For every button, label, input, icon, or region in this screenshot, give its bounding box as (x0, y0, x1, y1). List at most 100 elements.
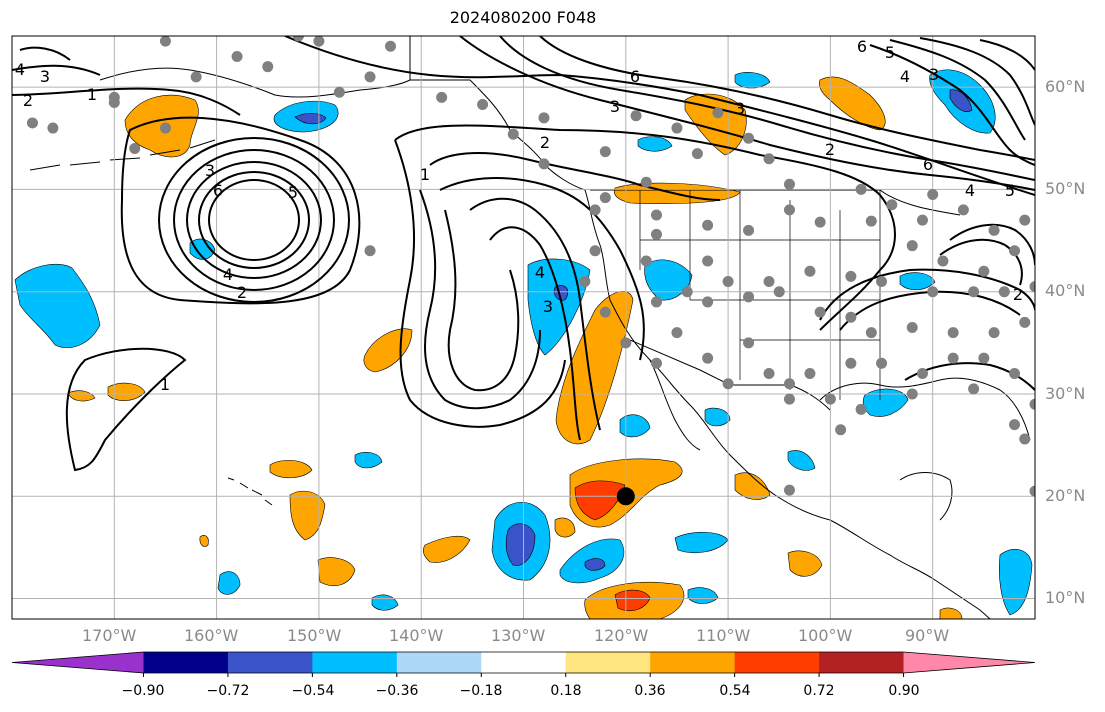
contour-label: 2 (23, 91, 33, 110)
longitude-label: 160°W (184, 626, 239, 645)
station-dot (702, 219, 714, 231)
station-dot (691, 148, 703, 160)
station-dot (630, 110, 642, 122)
station-dot (1029, 281, 1035, 293)
anomaly-positive-region (107, 382, 146, 401)
station-dot (364, 71, 376, 83)
contour-label: 4 (535, 263, 545, 282)
contour-line (284, 36, 1035, 196)
anomaly-negative-region (217, 571, 241, 595)
station-dot (743, 132, 755, 144)
anomaly-positive-region (67, 390, 96, 402)
anomaly-positive-core (614, 589, 651, 611)
station-dot (988, 224, 1000, 236)
station-dot (845, 270, 857, 282)
station-dot (876, 357, 888, 369)
contour-line (499, 36, 1035, 181)
contour-label: 2 (825, 140, 835, 159)
colorbar-tick-label: −0.54 (291, 683, 335, 699)
contour-line (939, 238, 1023, 286)
station-dot (108, 91, 120, 103)
colorbar-segment (227, 652, 313, 673)
station-dot (783, 178, 795, 190)
contour-label: 5 (885, 43, 895, 62)
station-dot (589, 204, 601, 216)
contour-label: 5 (288, 183, 298, 202)
anomaly-positive-region (939, 607, 963, 619)
colorbar-segment (819, 652, 905, 673)
colorbar-tick-label: 0.54 (719, 683, 751, 699)
station-dot (385, 40, 397, 52)
station-dot (743, 291, 755, 303)
station-dot (1019, 214, 1031, 226)
station-dot (650, 296, 662, 308)
latitude-label: 40°N (1045, 281, 1086, 300)
contour-label: 3 (543, 297, 553, 316)
station-dot (743, 337, 755, 349)
contour-line (869, 44, 1035, 166)
station-dot (855, 183, 867, 195)
contour-line (429, 152, 721, 201)
contour-label: 4 (15, 60, 25, 79)
longitude-label: 110°W (696, 626, 751, 645)
station-dot (835, 424, 847, 436)
station-dot (1029, 398, 1035, 410)
us-canada-border (590, 189, 961, 216)
colorbar-extend-max (903, 652, 1035, 673)
station-dot (906, 240, 918, 252)
station-dot (47, 122, 59, 134)
station-dot (702, 352, 714, 364)
station-dot (927, 189, 939, 201)
contour-line (65, 347, 187, 472)
station-dot (804, 368, 816, 380)
longitude-label: 170°W (82, 626, 137, 645)
station-dot (947, 352, 959, 364)
colorbar-segment (734, 652, 820, 673)
anomaly-positive-region (199, 535, 209, 547)
colorbar-extend-min (12, 652, 144, 673)
contour-line (19, 46, 71, 61)
anomaly-negative-region (734, 72, 771, 89)
contour-line (469, 197, 601, 431)
longitude-label: 100°W (798, 626, 853, 645)
contour-label: 3 (735, 99, 745, 118)
anomaly-negative-region (189, 238, 216, 260)
alaska-coastline (99, 67, 411, 98)
colorbar-tick-label: −0.36 (375, 683, 419, 699)
latitude-label: 60°N (1045, 77, 1086, 96)
colorbar (11, 651, 1036, 677)
gulf-of-mexico-coastline (819, 377, 1031, 441)
anomaly-negative-region (787, 450, 816, 471)
station-dot (292, 36, 304, 42)
colorbar-tick-label: −0.72 (206, 683, 250, 699)
station-dot (763, 153, 775, 165)
yucatan-coastline (899, 472, 953, 521)
station-dot (599, 306, 611, 318)
contour-line (539, 36, 1035, 161)
station-dot (190, 71, 202, 83)
anomaly-negative-region (687, 587, 719, 604)
contour-label: 1 (87, 85, 97, 104)
longitude-label: 120°W (594, 626, 649, 645)
station-dot (477, 99, 489, 111)
gridlines (12, 36, 1035, 619)
station-dot (640, 255, 652, 267)
station-dot (916, 214, 928, 226)
station-dot (1029, 485, 1035, 497)
contour-label: 4 (900, 67, 910, 86)
anomaly-positive-region (684, 93, 747, 156)
station-dot (722, 275, 734, 287)
station-dot (988, 327, 1000, 339)
station-dot (620, 337, 632, 349)
latitude-label: 30°N (1045, 384, 1086, 403)
contour-label: 3 (929, 65, 939, 84)
contour-line (459, 36, 1035, 191)
anomaly-positive-region (269, 460, 313, 479)
contour-label: 1 (420, 165, 430, 184)
anomaly-negative-region (354, 452, 383, 469)
station-dot (262, 61, 274, 73)
colorbar-segment (312, 652, 398, 673)
station-dot (763, 275, 775, 287)
station-dot (364, 245, 376, 257)
